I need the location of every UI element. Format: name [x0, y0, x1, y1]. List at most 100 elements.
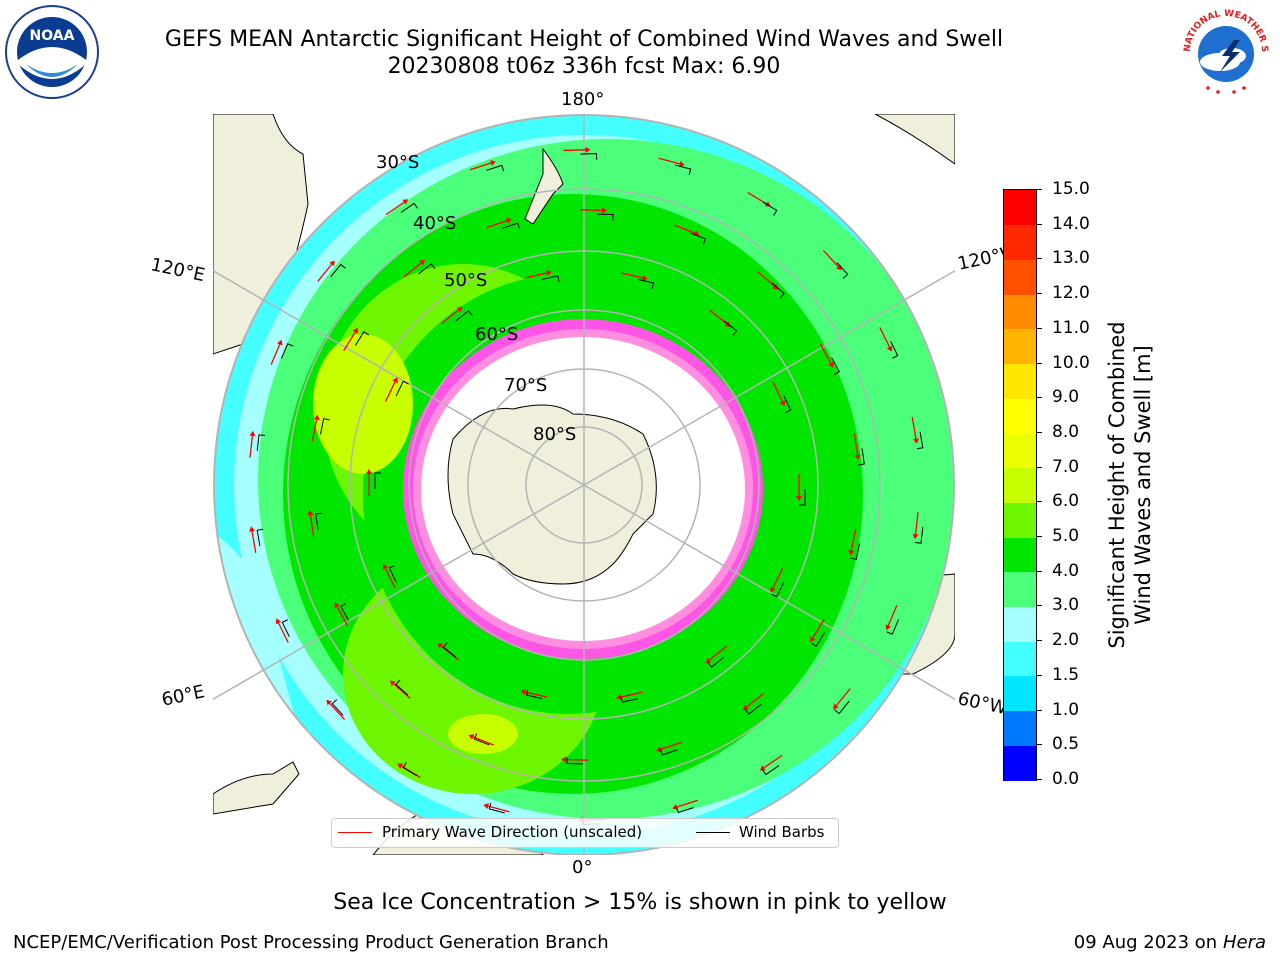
colorbar-tick [1036, 431, 1042, 433]
wave-arrow-head [601, 207, 607, 214]
wave-direction-arrow [270, 344, 281, 365]
colorbar-segment [1004, 294, 1036, 330]
wave-arrow-head [770, 586, 776, 593]
wave-arrow-head [352, 327, 358, 334]
wave-arrow-head [913, 438, 919, 444]
colorbar-tick-label: 4.0 [1052, 560, 1080, 581]
wave-direction-arrow [251, 531, 257, 554]
wave-arrow-head [389, 680, 396, 687]
wave-direction-arrow [525, 272, 548, 279]
colorbar-title: Significant Height of Combined Wind Wave… [1104, 185, 1156, 785]
wave-direction-arrow [249, 435, 254, 458]
wind-barb [637, 278, 655, 289]
colorbar-tick-label: 10.0 [1052, 352, 1090, 373]
wave-arrow-head [276, 339, 283, 346]
wind-barb [675, 164, 692, 176]
wind-barb [744, 703, 762, 715]
footer-date-text: 09 Aug 2023 on [1073, 932, 1218, 953]
wind-barb [281, 619, 290, 637]
wave-arrow-head [885, 624, 892, 631]
colorbar-tick [1036, 466, 1042, 468]
wave-direction-arrow [277, 622, 289, 643]
colorbar-segment [1004, 363, 1036, 399]
wave-arrow-head [326, 699, 332, 706]
wave-direction-arrow [914, 512, 919, 535]
wave-direction-arrow [403, 262, 422, 278]
wind-barb [810, 632, 826, 647]
wave-direction-arrow [746, 692, 765, 708]
wave-arrow-head [641, 274, 648, 281]
wave-arrow-head [828, 361, 834, 368]
wind-barb [473, 733, 490, 746]
colorbar-tick [1036, 362, 1042, 364]
colorbar-tick [1036, 709, 1042, 711]
wave-arrow-head [402, 199, 409, 205]
footer-host: Hera [1222, 932, 1266, 953]
wave-direction-arrow [563, 149, 586, 152]
wave-arrow-head [616, 694, 622, 700]
colorbar-segment [1004, 745, 1036, 781]
wave-arrow-head [382, 563, 389, 570]
wave-direction-arrow [911, 416, 917, 439]
lat-label-80s: 80°S [533, 424, 577, 445]
wave-arrow-head [561, 756, 567, 763]
wave-direction-arrow [469, 162, 492, 171]
colorbar-segment [1004, 224, 1036, 260]
legend-wind-label: Wind Barbs [739, 823, 825, 841]
colorbar-tick [1036, 640, 1042, 642]
colorbar-segment [1004, 710, 1036, 746]
wave-direction-arrow [317, 263, 333, 282]
wave-arrow-head [679, 160, 685, 167]
lat-label-40s: 40°S [413, 213, 457, 234]
wave-arrow-head [249, 526, 255, 532]
wave-direction-arrow [393, 683, 411, 699]
wind-barb [502, 222, 521, 230]
colorbar-title-line2: Wind Waves and Swell [m] [1131, 345, 1155, 625]
colorbar-tick [1036, 674, 1042, 676]
wave-arrow-head [520, 689, 527, 696]
wave-direction-arrow [822, 249, 839, 268]
colorbar-segment [1004, 467, 1036, 503]
wind-barb [374, 472, 381, 489]
colorbar-tick [1036, 779, 1042, 780]
wave-direction-arrow [709, 645, 728, 661]
colorbar-segment [1004, 398, 1036, 434]
colorbar-tick-label: 5.0 [1052, 526, 1080, 547]
wave-arrow-head [313, 414, 320, 421]
footer-date: 09 Aug 2023 on Hera [1074, 932, 1266, 953]
colorbar-tick-label: 13.0 [1052, 248, 1090, 269]
wave-direction-arrow [385, 201, 405, 216]
noaa-logo: NOAA [5, 5, 99, 99]
colorbar-segment [1004, 641, 1036, 677]
wave-direction-arrow [812, 618, 825, 639]
wind-barb [762, 201, 778, 216]
colorbar-tick-label: 15.0 [1052, 179, 1090, 199]
wave-direction-arrow [487, 805, 510, 813]
colorbar-title-line1: Significant Height of Combined [1105, 321, 1129, 649]
wave-arrow-head [468, 734, 475, 740]
wave-direction-arrow [329, 702, 346, 721]
colorbar-tick [1036, 501, 1042, 503]
chart-subtitle-forecast: 20230808 t06z 336h fcst Max: 6.90 [387, 54, 781, 79]
wave-arrow-head [779, 400, 786, 407]
wave-arrow-head [275, 618, 282, 625]
colorbar [1003, 189, 1037, 781]
lon-label-180: 180° [561, 89, 605, 110]
wind-barb [762, 765, 780, 776]
colorbar-tick-label: 8.0 [1052, 421, 1080, 442]
africa-land [213, 761, 300, 815]
colorbar-segment [1004, 190, 1036, 226]
wind-barb [596, 213, 614, 221]
wind-barb [388, 564, 397, 583]
wave-arrow-head [848, 549, 855, 556]
colorbar-tick-label: 11.0 [1052, 317, 1090, 338]
wave-arrow-head [307, 510, 314, 516]
wind-barb [455, 310, 473, 322]
wind-barb [331, 699, 344, 716]
wave-direction-arrow [311, 419, 318, 442]
wave-arrow-head [705, 657, 712, 664]
wave-arrow-head [546, 270, 552, 276]
wind-barb [566, 757, 584, 765]
wave-direction-arrow [579, 209, 603, 212]
wind-barb [771, 582, 785, 598]
